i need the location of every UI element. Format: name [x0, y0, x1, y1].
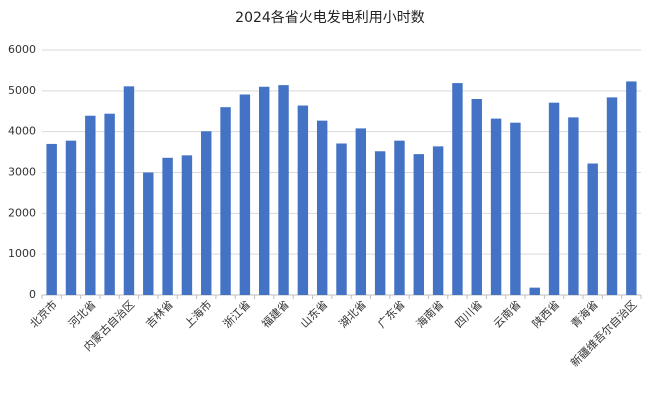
bar: [490, 118, 502, 295]
y-tick-label: 1000: [8, 247, 36, 260]
bar: [123, 86, 135, 295]
bar: [626, 81, 637, 295]
y-tick-label: 5000: [8, 84, 36, 97]
bar: [529, 287, 540, 295]
bar: [220, 107, 231, 296]
bar: [85, 115, 96, 295]
bar: [258, 86, 270, 295]
x-tick-label: 湖北省: [337, 298, 370, 331]
bar: [374, 151, 386, 295]
y-tick-label: 6000: [8, 43, 36, 56]
bar: [201, 131, 212, 295]
x-tick-label: 海南省: [413, 297, 446, 330]
bar: [143, 172, 154, 295]
x-tick-label: 吉林省: [143, 297, 176, 330]
bar: [432, 146, 444, 295]
x-tick-label: 山东省: [298, 298, 331, 331]
y-tick-label: 2000: [8, 206, 36, 219]
bar: [548, 102, 560, 295]
bar: [181, 155, 193, 295]
bar: [297, 105, 309, 296]
x-tick-label: 上海市: [181, 297, 214, 330]
bar: [104, 113, 115, 295]
bar: [452, 83, 463, 295]
x-tick-label: 陕西省: [529, 297, 562, 330]
x-tick-label: 北京市: [27, 297, 60, 330]
bar: [316, 120, 328, 296]
chart-title: 2024各省火电发电利用小时数: [235, 10, 425, 26]
x-tick-label: 广东省: [375, 298, 408, 331]
bar: [239, 94, 251, 295]
x-tick-label: 青海省: [568, 297, 601, 330]
y-tick-label: 3000: [8, 166, 36, 179]
bar: [336, 143, 347, 295]
bar: [278, 85, 289, 295]
x-tick-label: 四川省: [452, 298, 485, 331]
x-tick-label: 福建省: [259, 297, 292, 330]
bar: [471, 99, 482, 295]
y-tick-label: 0: [29, 288, 36, 301]
x-tick-label: 河北省: [66, 298, 99, 331]
x-tick-label: 云南省: [491, 298, 524, 331]
bar: [65, 140, 77, 295]
bar: [510, 122, 521, 295]
bar: [606, 97, 618, 295]
bar: [568, 117, 579, 295]
y-tick-label: 4000: [8, 125, 36, 138]
x-tick-label: 浙江省: [221, 298, 254, 331]
bar: [46, 143, 57, 295]
bar: [394, 140, 405, 295]
bar: [355, 128, 367, 295]
bar: [413, 154, 425, 295]
bar: [162, 157, 173, 295]
bar: [587, 163, 598, 295]
x-tick-label: 新疆维吾尔自治区: [567, 297, 639, 369]
